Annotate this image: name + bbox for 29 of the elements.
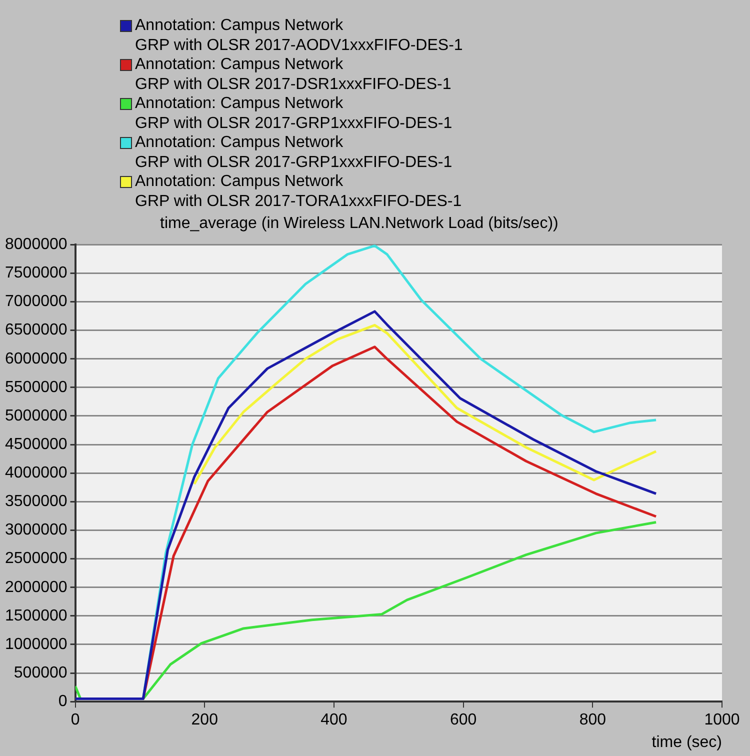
legend-label: Annotation: Campus Network GRP with OLSR 2017-DSR1xxxFIFO-DES-1 — [135, 55, 452, 94]
y-tick-label: 500000 — [14, 664, 68, 682]
x-tick-label: 1000 — [704, 712, 740, 729]
y-tick-label: 6000000 — [4, 350, 68, 368]
chart-title: time_average (in Wireless LAN.Network Load (bits/sec)) — [160, 215, 558, 233]
x-axis-title: time (sec) — [652, 734, 722, 751]
x-tick-label: 0 — [70, 712, 80, 729]
y-tick-label: 3000000 — [4, 522, 68, 539]
y-tick-label: 6500000 — [4, 322, 68, 339]
legend-label: Annotation: Campus Network GRP with OLSR 2017-AODV1xxxFIFO-DES-1 — [135, 16, 463, 55]
y-tick-label: 7000000 — [4, 293, 68, 310]
y-tick-label: 0 — [58, 693, 68, 710]
y-tick-label: 7500000 — [4, 264, 68, 282]
legend-label: Annotation: Campus Network GRP with OLSR 2017-GRP1xxxFIFO-DES-1 — [135, 94, 452, 133]
y-tick-label: 5500000 — [4, 378, 68, 396]
y-tick-label: 4500000 — [4, 436, 68, 453]
y-tick-label: 8000000 — [4, 236, 68, 254]
y-tick-label: 1500000 — [4, 607, 68, 624]
y-tick-label: 4000000 — [4, 464, 68, 482]
x-tick-label: 600 — [450, 712, 477, 729]
y-tick-label: 2500000 — [4, 550, 68, 568]
x-tick-label: 200 — [191, 712, 218, 729]
x-tick-label: 800 — [579, 712, 606, 729]
y-tick-label: 1000000 — [4, 636, 68, 653]
x-tick-label: 400 — [320, 712, 348, 729]
y-tick-label: 5000000 — [4, 407, 68, 424]
y-tick-label: 3500000 — [4, 493, 68, 510]
legend-label: Annotation: Campus Network GRP with OLSR 2017-GRP1xxxFIFO-DES-1 — [135, 133, 452, 172]
y-tick-label: 2000000 — [4, 578, 68, 596]
